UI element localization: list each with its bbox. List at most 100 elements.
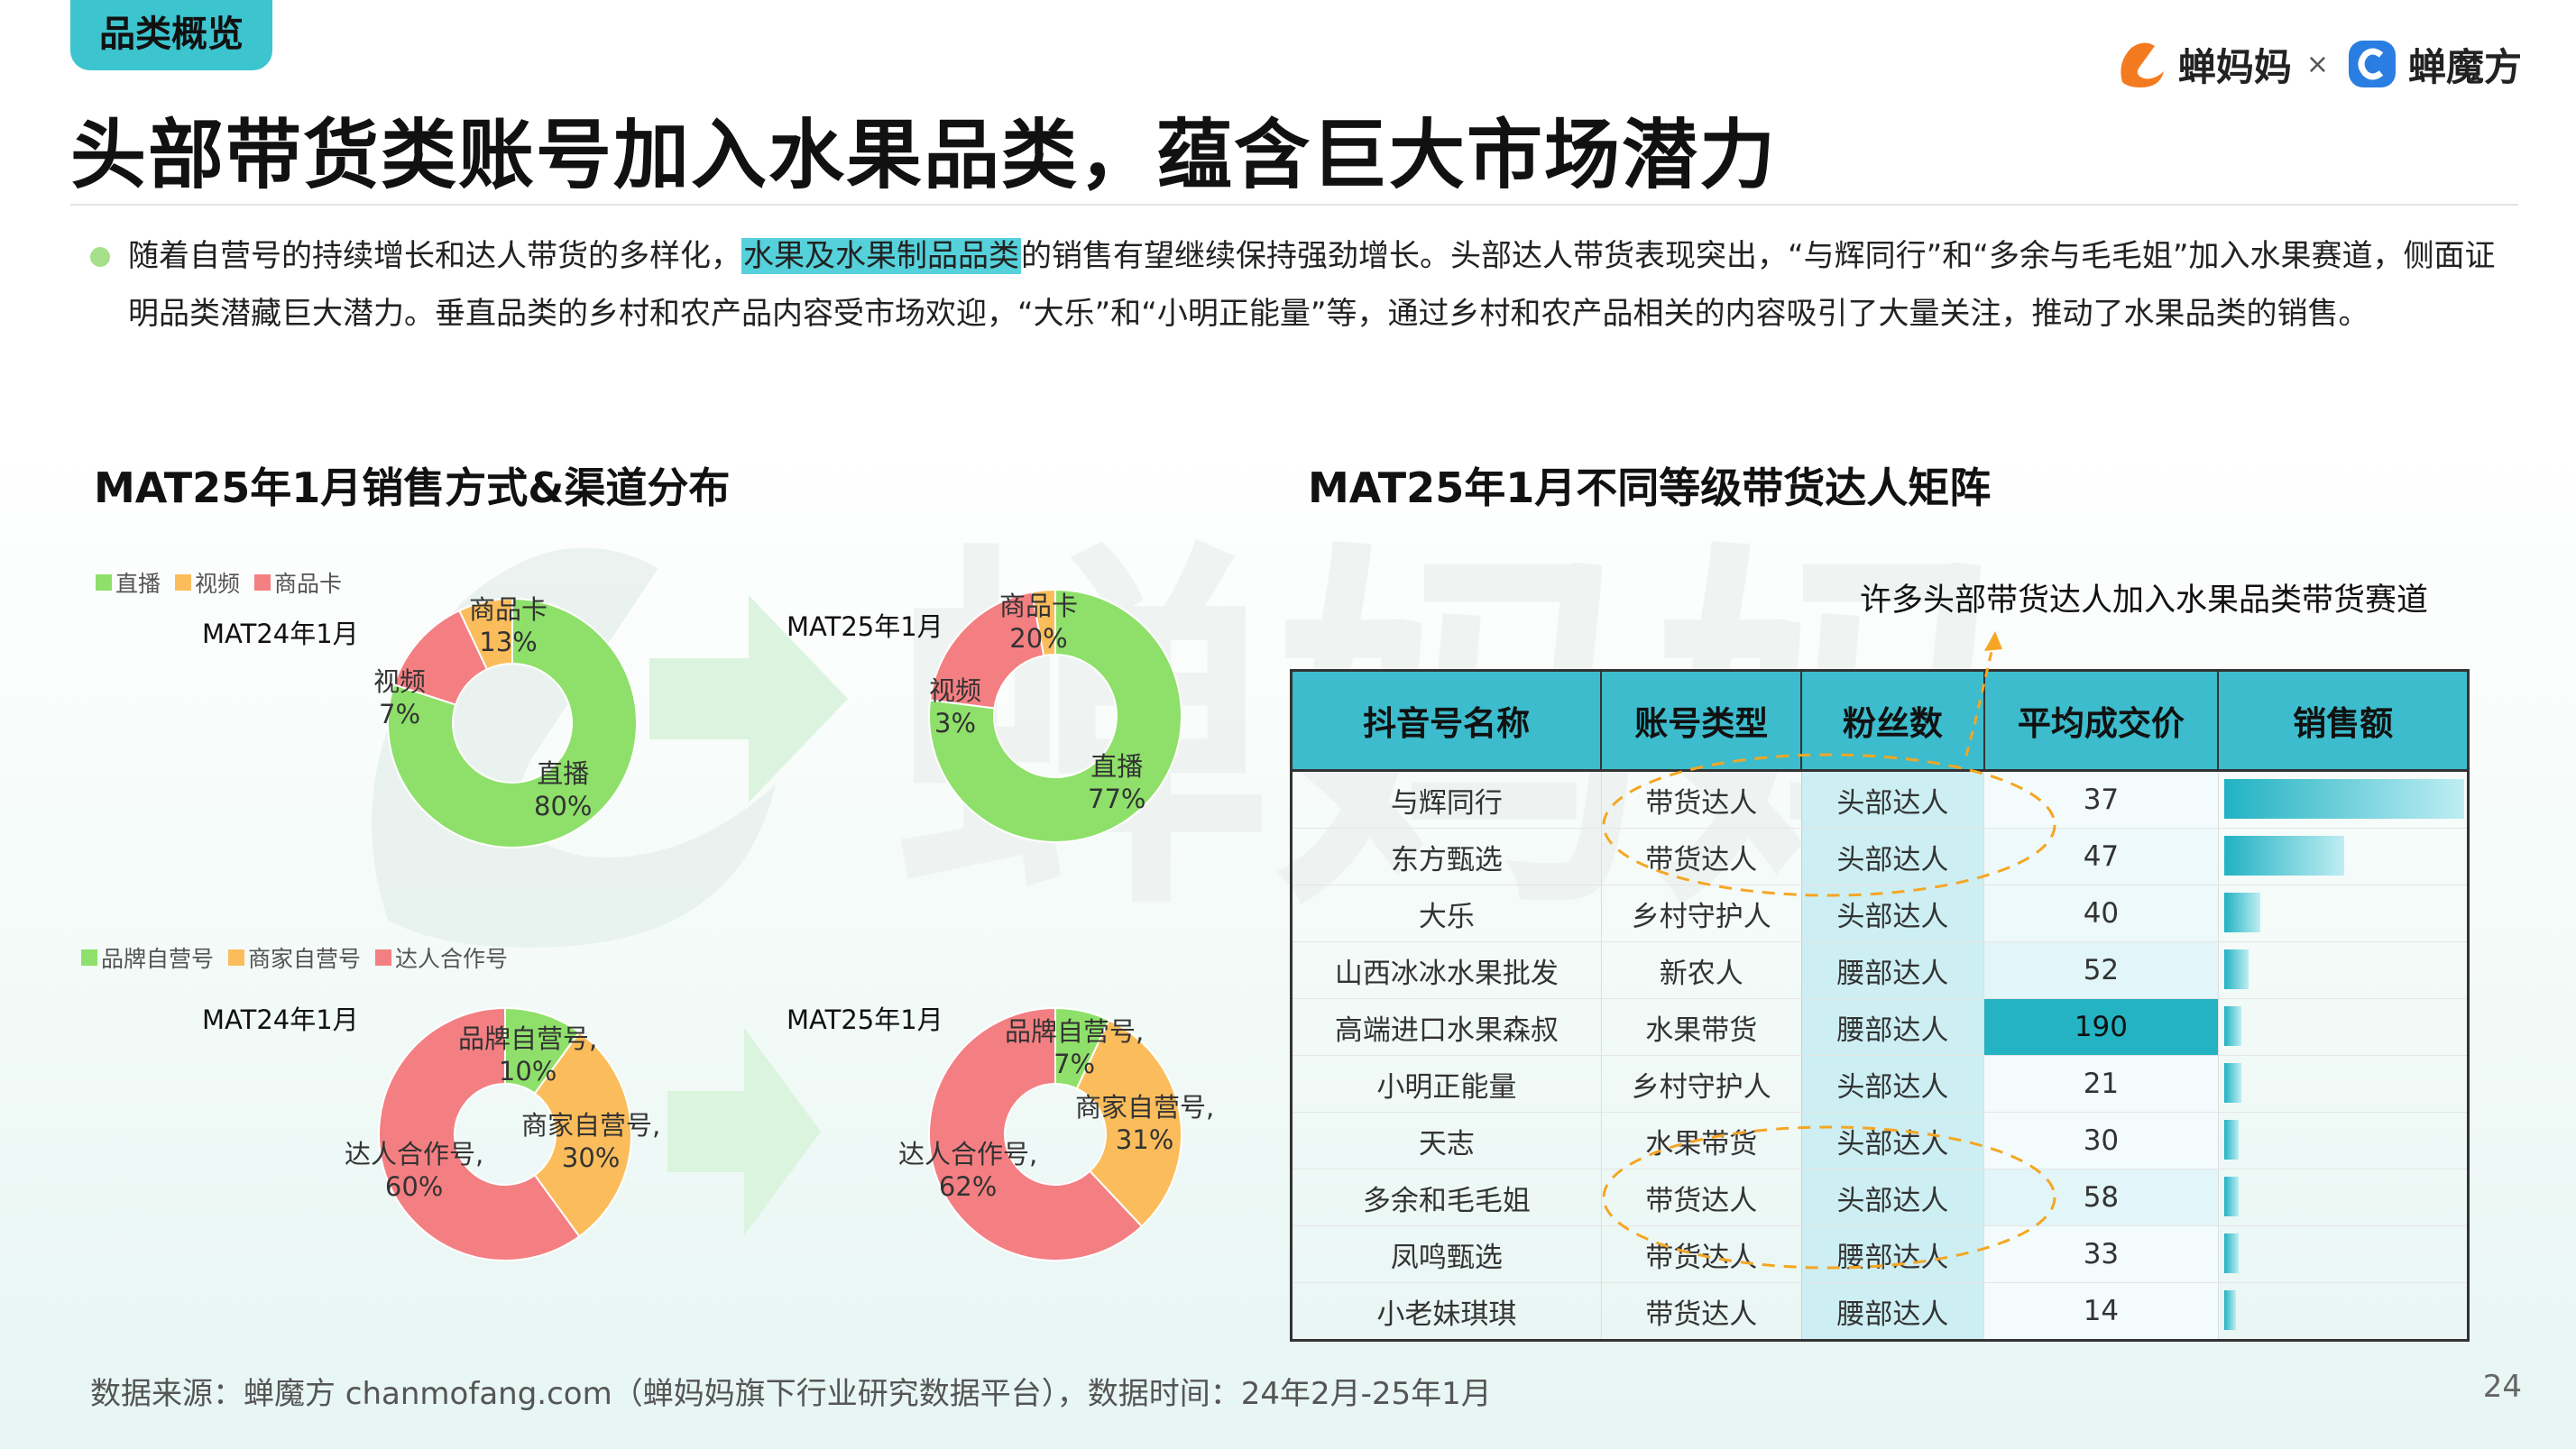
slice-label: 商品卡 13% [469, 594, 548, 657]
sales-bar [2223, 836, 2344, 876]
cell-fans: 头部达人 [1801, 1169, 1985, 1226]
cell-sales [2218, 941, 2470, 999]
sales-bar [2223, 1290, 2236, 1330]
bullet-dot [90, 247, 110, 267]
summary-text-2: 的销售有望继续保持强劲增长。头部达人带货表现突出，“与辉同行”和“多余与毛毛姐”… [128, 238, 2496, 332]
slice-label: 品牌自营号, 7% [1005, 1016, 1145, 1079]
table-row: 多余和毛毛姐 带货达人 头部达人 58 [1291, 1169, 2470, 1226]
cell-type: 乡村守护人 [1601, 885, 1802, 942]
cell-name: 东方甄选 [1291, 828, 1602, 885]
legend-channel: 直播 视频 商品卡 [96, 566, 351, 599]
summary-paragraph: 随着自营号的持续增长和达人带货的多样化，水果及水果制品品类的销售有望继续保持强劲… [128, 227, 2518, 343]
table-row: 凤鸣甄选 带货达人 腰部达人 33 [1291, 1225, 2470, 1283]
brand-separator: × [2305, 48, 2329, 80]
annotation-text: 许多头部带货达人加入水果品类带货赛道 [1860, 582, 2429, 619]
cell-price: 30 [1983, 1112, 2219, 1169]
brand-logos: 蝉妈妈 × 蝉魔方 [2113, 32, 2522, 96]
table-row: 天志 水果带货 头部达人 30 [1291, 1112, 2470, 1169]
legend-item-video: 视频 [175, 566, 240, 599]
chanmama-logo-icon [2121, 42, 2164, 87]
cell-name: 小老妹琪琪 [1291, 1282, 1602, 1341]
cell-type: 乡村守护人 [1601, 1055, 1802, 1113]
slice-value: 13% [479, 627, 538, 657]
slice-label: 直播 77% [1088, 751, 1146, 814]
slice-label: 达人合作号, 60% [345, 1139, 484, 1202]
col-header-sales: 销售额 [2217, 669, 2470, 772]
cell-fans: 头部达人 [1801, 1112, 1985, 1169]
influencer-matrix-table: 抖音号名称 账号类型 粉丝数 平均成交价 销售额 与辉同行 带货达人 头部达人 37 东… [1290, 669, 2470, 1342]
cell-type: 水果带货 [1601, 1112, 1802, 1169]
donut-chart-account-25 [928, 1006, 1182, 1261]
cell-type: 带货达人 [1601, 1169, 1802, 1226]
cell-fans: 头部达人 [1801, 770, 1985, 829]
cell-type: 带货达人 [1601, 770, 1802, 829]
col-header-name: 抖音号名称 [1290, 669, 1603, 772]
cell-price: 21 [1983, 1055, 2219, 1113]
cell-price: 37 [1983, 770, 2219, 829]
cell-sales [2218, 1282, 2470, 1341]
cell-type: 水果带货 [1601, 998, 1802, 1056]
sales-bar [2223, 779, 2464, 819]
slice-label: 商家自营号, 30% [521, 1110, 661, 1173]
cell-name: 山西冰冰水果批发 [1291, 941, 1602, 999]
title-divider [70, 204, 2518, 206]
donut-slice-直播 [387, 597, 638, 848]
cell-fans: 腰部达人 [1801, 998, 1985, 1056]
left-section-title: MAT25年1月销售方式&渠道分布 [94, 463, 731, 512]
donut-slice-商品卡 [928, 591, 1045, 710]
cell-type: 新农人 [1601, 941, 1802, 999]
slice-label: 视频 3% [929, 675, 982, 738]
slice-label: 品牌自营号, 10% [458, 1023, 598, 1087]
table-row: 山西冰冰水果批发 新农人 腰部达人 52 [1291, 941, 2470, 999]
cell-name: 天志 [1291, 1112, 1602, 1169]
brand-chanmofang: 蝉魔方 [2407, 44, 2522, 89]
table-row: 高端进口水果森叔 水果带货 腰部达人 190 [1291, 998, 2470, 1056]
cell-price: 14 [1983, 1282, 2219, 1341]
donut-chart-channel-24 [387, 597, 638, 848]
donut-slice-达人合作号 [378, 1006, 581, 1261]
page-number: 24 [2482, 1369, 2522, 1405]
table-row: 东方甄选 带货达人 头部达人 47 [1291, 828, 2470, 885]
donut-chart-channel-25 [928, 588, 1182, 843]
legend-account: 品牌自营号 商家自营号 达人合作号 [81, 941, 517, 974]
pie-title-account-24: MAT24年1月 [202, 1004, 359, 1035]
cell-price: 58 [1983, 1169, 2219, 1226]
slice-label: 直播 80% [534, 758, 593, 821]
cell-name: 多余和毛毛姐 [1291, 1169, 1602, 1226]
footer-source: 数据来源：蝉魔方 chanmofang.com（蝉妈妈旗下行业研究数据平台），数… [90, 1376, 1492, 1412]
slice-label: 商家自营号, 31% [1075, 1092, 1215, 1155]
cell-fans: 头部达人 [1801, 1055, 1985, 1113]
brand-chanmama: 蝉妈妈 [2177, 44, 2292, 89]
cell-price: 40 [1983, 885, 2219, 942]
legend-item-brand-self: 品牌自营号 [81, 941, 214, 974]
highlight-ellipse-bottom [1602, 1125, 2056, 1270]
cell-type: 带货达人 [1601, 828, 1802, 885]
cell-fans: 头部达人 [1801, 828, 1985, 885]
cell-name: 凤鸣甄选 [1291, 1225, 1602, 1283]
annotation-pointer [1964, 643, 1995, 757]
cell-sales [2218, 828, 2470, 885]
cell-price: 52 [1983, 941, 2219, 999]
cell-sales [2218, 770, 2470, 829]
pie-title-channel-25: MAT25年1月 [787, 611, 943, 642]
cell-fans: 腰部达人 [1801, 1282, 1985, 1341]
cell-type: 带货达人 [1601, 1282, 1802, 1341]
section-tag: 品类概览 [70, 0, 272, 70]
cell-sales [2218, 1112, 2470, 1169]
cell-price: 33 [1983, 1225, 2219, 1283]
cell-fans: 腰部达人 [1801, 941, 1985, 999]
highlight-overlay [1602, 631, 2056, 1270]
cell-sales [2218, 1169, 2470, 1226]
legend-item-influencer: 达人合作号 [375, 941, 508, 974]
slice-label: 商品卡 20% [999, 591, 1079, 654]
table-row: 小明正能量 乡村守护人 头部达人 21 [1291, 1055, 2470, 1113]
table-header-row: 抖音号名称 账号类型 粉丝数 平均成交价 销售额 [1290, 669, 2470, 772]
sales-bar [2223, 1233, 2239, 1273]
legend-item-live: 直播 [96, 566, 161, 599]
slice-label: 达人合作号, 62% [898, 1139, 1038, 1202]
summary-highlight: 水果及水果制品品类 [741, 238, 1021, 274]
cell-name: 大乐 [1291, 885, 1602, 942]
sales-bar [2223, 1006, 2241, 1046]
arrow-right-icon-2 [667, 1028, 821, 1235]
donut-slice-直播 [928, 588, 1182, 843]
